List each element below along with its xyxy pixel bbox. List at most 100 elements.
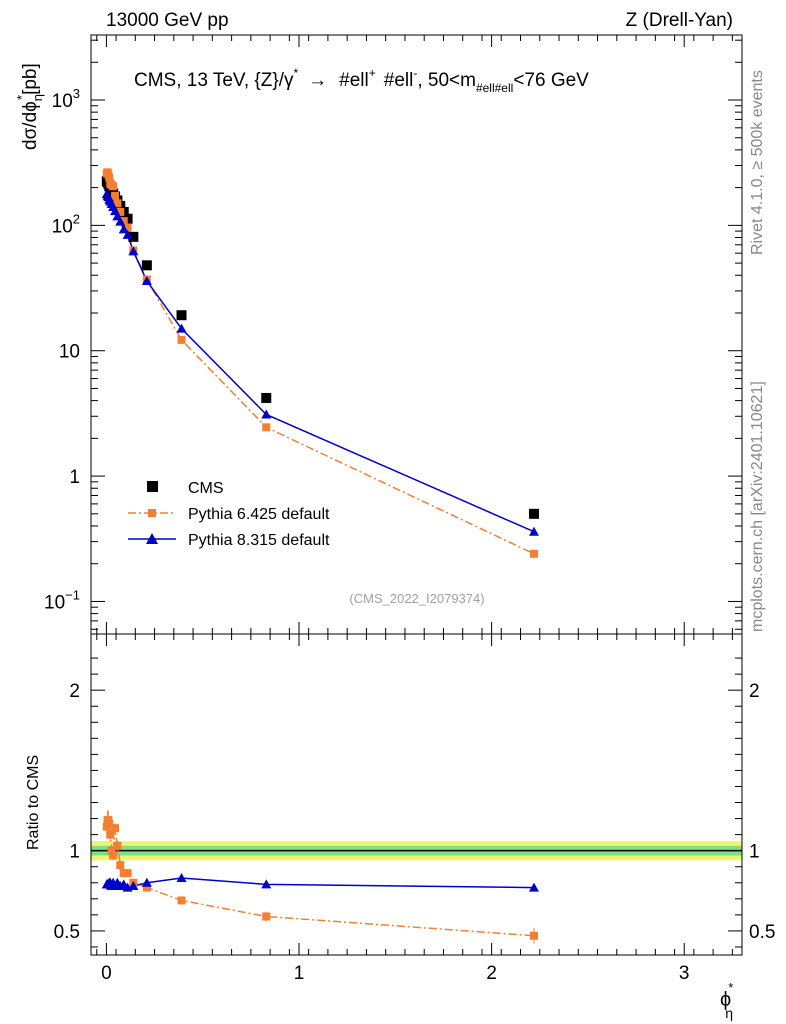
ratio-point-pythia6	[142, 883, 151, 892]
data-point-pythia6	[116, 207, 125, 216]
title-main: CMS, 13 TeV, {Z}/γ	[134, 70, 294, 91]
data-point-pythia8	[261, 409, 272, 419]
data-point-pythia6	[105, 173, 114, 182]
y-tick-base: 10	[52, 216, 73, 237]
y-tick-base: 1	[69, 467, 80, 488]
y-tick-label: 1	[69, 467, 80, 488]
legend-marker-p8	[146, 533, 158, 544]
data-point-pythia6	[262, 423, 271, 432]
rivet-label: Rivet 4.1.0, ≥ 500k events	[749, 70, 766, 255]
ratio-point-pythia6	[111, 824, 120, 833]
ratio-point-pythia8	[528, 882, 539, 892]
data-point-pythia8	[115, 216, 126, 226]
title-sup2: +	[369, 66, 376, 80]
data-point-pythia8	[141, 275, 152, 285]
data-point-pythia6	[177, 335, 186, 344]
y-tick-exp: −1	[65, 587, 80, 602]
y-tick-base: 10	[59, 342, 80, 363]
ratio-line-pythia8	[106, 877, 534, 889]
mcplots-label: mcplots.cern.ch [arXiv:2401.10621]	[749, 381, 766, 632]
title-sup3: -	[413, 66, 417, 80]
ratio-point-pythia6	[105, 819, 114, 828]
y-axis-title-main: dσ/dϕ	[20, 101, 41, 150]
ratio-point-pythia6	[113, 841, 122, 850]
x-tick-label: 2	[486, 963, 497, 984]
title-mass: , 50<m	[417, 70, 476, 91]
data-point-pythia6	[119, 217, 128, 226]
reference-label: (CMS_2022_I2079374)	[349, 591, 484, 606]
ratio-point-pythia8	[141, 877, 152, 887]
title-sub: #ell#ell	[476, 81, 513, 95]
ratio-axis-title: Ratio to CMS	[25, 755, 42, 850]
x-axis-title-sub: η	[725, 1005, 733, 1021]
data-point-cms	[176, 310, 187, 321]
ratio-point-pythia6	[109, 851, 118, 860]
x-axis-title-main: ϕ	[720, 989, 731, 1011]
ratio-point-pythia6	[529, 931, 538, 940]
ratio-point-pythia6	[106, 830, 115, 839]
data-point-cms	[528, 508, 539, 519]
ratio-tick-label: 0.5	[54, 922, 80, 943]
ratio-plot: 0 1 2 3 0.5 0.5 1 1 2 2	[54, 633, 775, 984]
data-point-pythia6	[113, 199, 122, 208]
ratio-point-pythia6	[177, 896, 186, 905]
legend-marker-p6	[148, 509, 156, 517]
legend: CMS Pythia 6.425 default Pythia 8.315 de…	[128, 480, 330, 549]
data-point-pythia6	[529, 549, 538, 558]
data-point-pythia6	[109, 182, 118, 191]
data-point-cms	[128, 231, 139, 242]
ratio-point-pythia8	[128, 880, 139, 890]
x-tick-label: 1	[294, 963, 305, 984]
ratio-line-pythia6	[106, 819, 535, 937]
series-line-pythia6	[106, 170, 535, 555]
ratio-point-pythia6	[123, 869, 132, 878]
y-axis-title-sub: η	[30, 94, 45, 101]
y-axis-title-unit: [pb]	[20, 63, 41, 95]
title-end: <76 GeV	[513, 70, 589, 91]
x-tick-label: 3	[679, 963, 690, 984]
ratio-point-pythia6	[116, 861, 125, 870]
series-line-pythia8	[106, 193, 535, 533]
data-point-pythia8	[176, 323, 187, 333]
header-right: Z (Drell-Yan)	[626, 10, 733, 31]
legend-label-cms: CMS	[188, 480, 224, 497]
y-tick-base: 10	[52, 91, 73, 112]
ratio-tick-label: 2	[69, 681, 80, 702]
ratio-point-pythia8	[176, 872, 187, 882]
y-axis-title-sup: *	[14, 95, 29, 100]
ratio-tick-label-right: 2	[749, 681, 760, 702]
data-point-pythia8	[118, 224, 129, 234]
data-point-cms	[261, 392, 272, 403]
legend-label-p6: Pythia 6.425 default	[188, 506, 330, 523]
title-sup1: *	[293, 66, 298, 80]
ratio-point-pythia6	[262, 912, 271, 921]
ratio-tick-label-right: 0.5	[749, 922, 775, 943]
y-tick-label: 103	[52, 86, 80, 112]
legend-marker-cms	[147, 481, 158, 492]
y-tick-label: 102	[52, 211, 80, 237]
data-point-pythia6	[111, 191, 120, 200]
title-arrow: →	[308, 70, 327, 91]
ratio-tick-label-right: 1	[749, 842, 760, 863]
y-tick-label: 10−1	[44, 587, 80, 613]
data-point-pythia8	[122, 229, 133, 239]
x-axis-title-sup: *	[728, 980, 733, 995]
x-axis-title: ϕ* η	[720, 980, 733, 1021]
ratio-point-pythia8	[261, 879, 272, 889]
ratio-frame	[90, 633, 743, 956]
chart-title: CMS, 13 TeV, {Z}/γ* → #ell+ #ell-, 50<m#ell…	[134, 66, 589, 95]
y-axis-title: dσ/dϕη*[pb]	[14, 63, 45, 150]
title-ell2: #ell	[384, 70, 414, 91]
data-point-pythia8	[528, 526, 539, 536]
y-tick-exp: 2	[73, 211, 80, 226]
y-tick-label: 10	[59, 342, 80, 363]
y-tick-base: 10	[44, 592, 65, 613]
y-tick-exp: 3	[73, 86, 80, 101]
ratio-point-pythia6	[107, 846, 116, 855]
x-tick-label: 0	[101, 963, 112, 984]
header-left: 13000 GeV pp	[106, 10, 229, 31]
title-ell1: #ell	[339, 70, 369, 91]
data-point-cms	[141, 260, 152, 271]
